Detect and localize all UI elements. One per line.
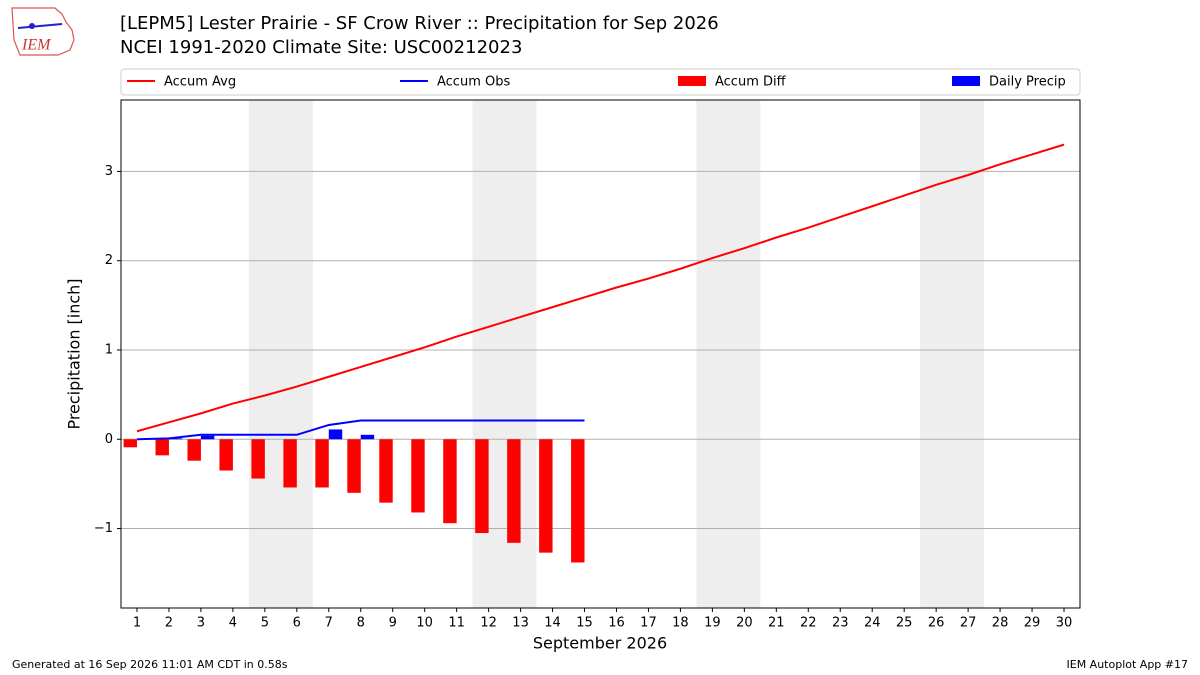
plot-frame [120,99,1081,609]
bar [219,439,233,471]
bar [443,439,457,524]
x-tick-label: 29 [1024,616,1041,631]
x-tick-label: 7 [325,616,333,631]
x-tick-label: 1 [133,616,141,631]
x-tick-label: 3 [197,616,205,631]
bar [411,439,425,513]
bar [200,435,215,440]
logo-dot [29,23,35,29]
x-tick-label: 27 [960,616,977,631]
y-tick-label: 1 [105,342,113,357]
legend-box [120,68,1081,96]
bar [123,439,137,448]
legend-swatch [678,76,706,86]
x-axis-label: September 2026 [533,634,667,653]
bar [475,439,489,534]
x-tick-label: 4 [229,616,237,631]
bar [168,438,183,440]
weekend-band [920,100,985,608]
logo-outline [11,7,75,56]
x-tick-label: 26 [928,616,945,631]
legend-label: Accum Diff [715,75,787,90]
bar [507,439,521,543]
legend-label: Daily Precip [989,75,1066,90]
chart-subtitle: NCEI 1991-2020 Climate Site: USC00212023 [120,37,522,58]
legend-swatch [952,76,980,86]
footer-left: Generated at 16 Sep 2026 11:01 AM CDT in… [12,658,288,671]
x-tick-label: 16 [608,616,625,631]
x-tick-label: 17 [640,616,657,631]
x-tick-label: 25 [896,616,913,631]
bar [315,439,329,488]
bar [155,439,169,456]
x-tick-label: 6 [293,616,301,631]
line [136,419,585,441]
x-tick-label: 14 [544,616,561,631]
x-tick-label: 20 [736,616,753,631]
x-tick-label: 24 [864,616,881,631]
y-tick-label: 2 [105,253,113,268]
weekend-band [248,100,313,608]
x-tick-label: 5 [261,616,269,631]
y-axis-label: Precipitation [inch] [65,278,84,429]
x-tick-label: 8 [357,616,365,631]
y-tick-label: −1 [94,521,113,536]
bar [539,439,553,553]
x-tick-label: 9 [389,616,397,631]
line [136,143,1065,433]
weekend-band [696,100,761,608]
x-tick-label: 10 [416,616,433,631]
x-tick-label: 23 [832,616,849,631]
logo-text: IEM [21,37,52,54]
x-tick-label: 12 [480,616,497,631]
x-tick-label: 28 [992,616,1009,631]
x-tick-label: 19 [704,616,721,631]
bar [283,439,297,488]
bar [328,429,343,440]
x-tick-label: 21 [768,616,785,631]
y-tick-label: 3 [105,164,113,179]
bar [360,434,375,440]
bar [379,439,393,503]
logo: IEM [11,7,75,56]
x-tick-label: 22 [800,616,817,631]
x-tick-label: 15 [576,616,593,631]
legend-label: Accum Avg [164,75,236,90]
bar [347,439,361,493]
x-tick-label: 2 [165,616,173,631]
x-tick-label: 18 [672,616,689,631]
bar [187,439,201,461]
x-tick-label: 30 [1056,616,1073,631]
bar [571,439,585,563]
bar [251,439,265,479]
legend-label: Accum Obs [437,75,510,90]
logo-line [17,23,63,29]
footer-right: IEM Autoplot App #17 [1067,658,1189,671]
y-tick-label: 0 [105,432,113,447]
chart-title: [LEPM5] Lester Prairie - SF Crow River :… [120,13,719,34]
x-tick-label: 11 [448,616,465,631]
x-tick-label: 13 [512,616,529,631]
